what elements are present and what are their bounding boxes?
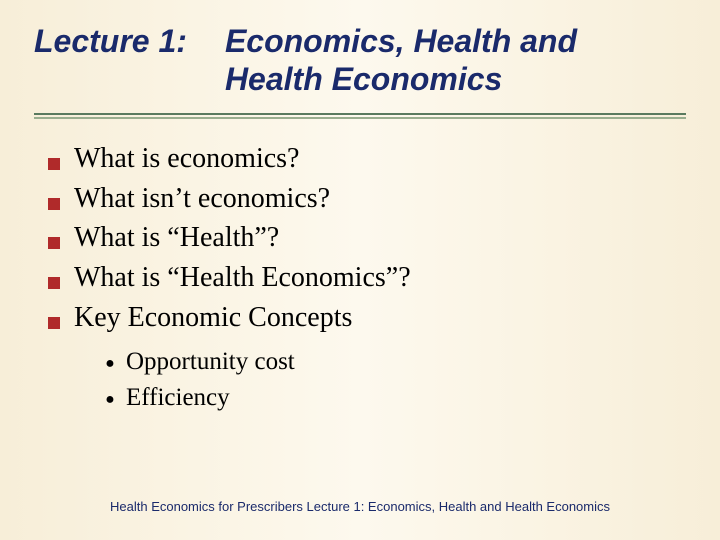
list-item: What is “Health”? xyxy=(48,218,686,258)
title-line-2: Health Economics xyxy=(225,60,686,98)
sub-bullet-list: ● Opportunity cost ● Efficiency xyxy=(48,344,686,417)
slide-body: What is economics? What isn’t economics?… xyxy=(0,119,720,416)
bullet-text: Key Economic Concepts xyxy=(74,298,352,338)
dot-bullet-icon: ● xyxy=(102,388,118,411)
bullet-text: What is “Health”? xyxy=(74,218,279,258)
list-item: What is economics? xyxy=(48,139,686,179)
square-bullet-icon xyxy=(48,237,60,249)
slide-title: Lecture 1: Economics, Health and Health … xyxy=(0,0,720,99)
list-item: ● Opportunity cost xyxy=(102,344,686,380)
square-bullet-icon xyxy=(48,158,60,170)
list-item: ● Efficiency xyxy=(102,380,686,416)
title-right: Economics, Health and Health Economics xyxy=(225,22,686,99)
title-line-1: Economics, Health and xyxy=(225,22,686,60)
list-item: Key Economic Concepts xyxy=(48,298,686,338)
dot-bullet-icon: ● xyxy=(102,352,118,375)
title-left: Lecture 1: xyxy=(34,22,225,60)
square-bullet-icon xyxy=(48,277,60,289)
list-item: What is “Health Economics”? xyxy=(48,258,686,298)
square-bullet-icon xyxy=(48,198,60,210)
bullet-list: What is economics? What isn’t economics?… xyxy=(48,139,686,338)
title-divider xyxy=(34,113,686,119)
slide-footer: Health Economics for Prescribers Lecture… xyxy=(0,499,720,514)
bullet-text: What is economics? xyxy=(74,139,299,179)
sub-bullet-text: Opportunity cost xyxy=(126,344,295,380)
square-bullet-icon xyxy=(48,317,60,329)
sub-bullet-text: Efficiency xyxy=(126,380,230,416)
list-item: What isn’t economics? xyxy=(48,179,686,219)
bullet-text: What isn’t economics? xyxy=(74,179,330,219)
bullet-text: What is “Health Economics”? xyxy=(74,258,411,298)
